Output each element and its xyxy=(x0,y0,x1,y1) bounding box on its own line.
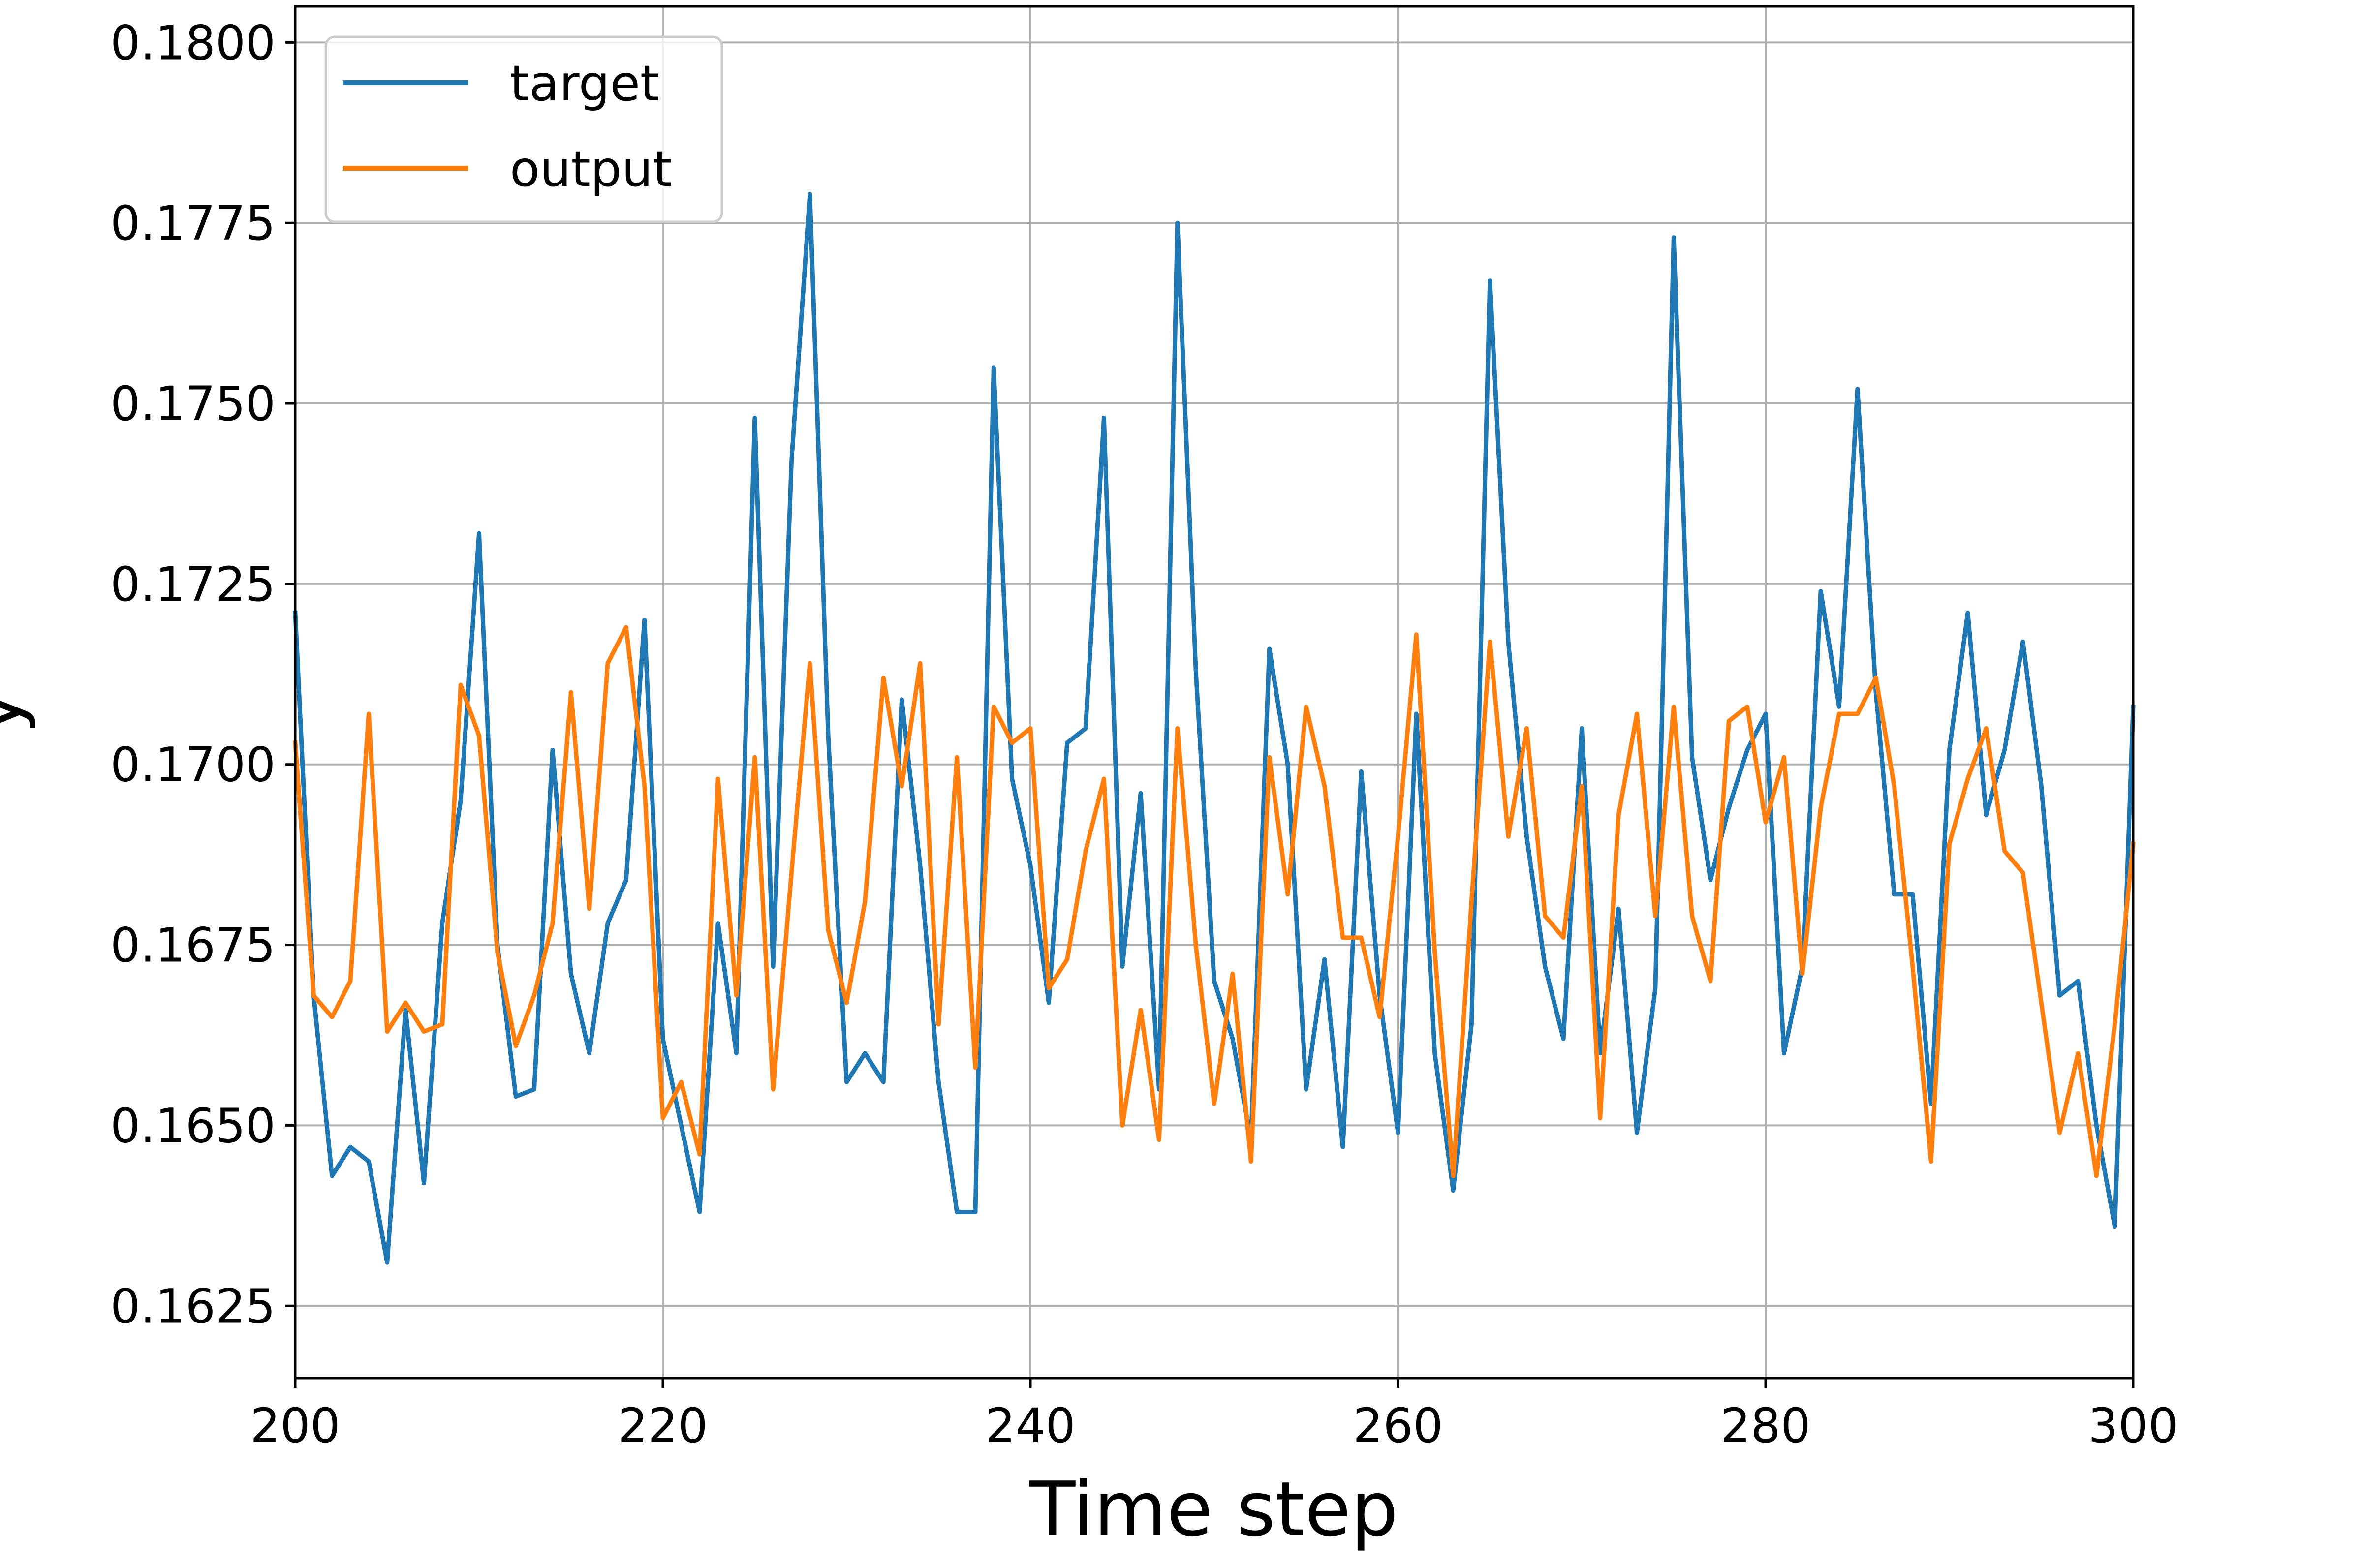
series-line-target xyxy=(293,192,2136,1265)
grid xyxy=(294,6,2134,1378)
y-tick-label: 0.1675 xyxy=(110,918,276,973)
x-tick-label: 280 xyxy=(1720,1398,1810,1453)
x-tick-label: 260 xyxy=(1353,1398,1443,1453)
x-tick-label: 300 xyxy=(2088,1398,2178,1453)
x-axis-title: Time step xyxy=(1029,1466,1398,1553)
y-tick-label: 0.1650 xyxy=(110,1098,276,1153)
y-tick-label: 0.1800 xyxy=(110,15,276,70)
y-tick-label: 0.1725 xyxy=(110,557,276,612)
legend: target output xyxy=(324,35,723,223)
series-line-output xyxy=(293,625,2136,1178)
x-tick-label: 200 xyxy=(250,1398,340,1453)
y-tick-label: 0.1625 xyxy=(110,1279,276,1334)
y-tick-label: 0.1775 xyxy=(110,196,276,251)
x-tick-label: 240 xyxy=(985,1398,1075,1453)
x-tick-label: 220 xyxy=(618,1398,708,1453)
y-tick-label: 0.1750 xyxy=(110,376,276,431)
legend-label-output: output xyxy=(510,140,672,198)
legend-label-target: target xyxy=(510,55,659,112)
y-tick-label: 0.1700 xyxy=(110,738,276,793)
series-layer xyxy=(293,192,2136,1265)
y-axis-title: y xyxy=(0,690,37,734)
plot-frame xyxy=(294,5,2135,1380)
ticks: 200 220 240 260 280 300 0.1625 0.1650 0.1675 0.17… xyxy=(110,15,2178,1453)
